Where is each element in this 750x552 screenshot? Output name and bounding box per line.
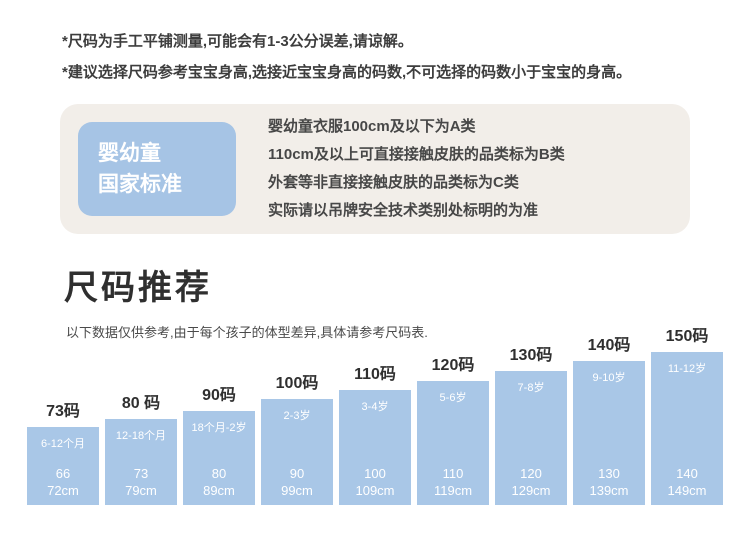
badge-line-1: 婴幼童: [98, 142, 161, 165]
standard-badge: 婴幼童 国家标准: [78, 122, 236, 216]
size-column-73: 73码 6-12个月 66 72cm: [27, 397, 99, 505]
height-min: 73: [133, 466, 149, 481]
page-subtitle: 以下数据仅供参考,由于每个孩子的体型差异,具体请参考尺码表.: [66, 325, 428, 340]
standard-line-d: 实际请以吊牌安全技术类别处标明的为准: [268, 202, 539, 219]
size-label: 120码: [431, 357, 475, 374]
height-range: 90 99cm: [281, 465, 313, 499]
size-bar: 2-3岁 90 99cm: [261, 399, 333, 505]
age-range: 11-12岁: [667, 363, 707, 375]
height-min: 110: [442, 466, 464, 481]
age-range: 5-6岁: [439, 392, 467, 404]
height-range: 73 79cm: [125, 465, 157, 499]
size-column-140: 140码 9-10岁 130 139cm: [573, 331, 645, 505]
height-range: 66 72cm: [47, 465, 79, 499]
size-label: 150码: [665, 328, 709, 345]
standard-line-c: 外套等非直接接触皮肤的品类标为C类: [268, 174, 519, 191]
age-range: 3-4岁: [361, 401, 389, 413]
height-max: 119cm: [433, 483, 473, 498]
height-min: 130: [598, 466, 620, 481]
height-max: 79cm: [125, 483, 157, 498]
size-bar: 6-12个月 66 72cm: [27, 427, 99, 505]
height-min: 120: [520, 466, 542, 481]
height-min: 90: [289, 466, 305, 481]
height-max: 109cm: [355, 483, 395, 498]
height-max: 139cm: [589, 483, 629, 498]
height-range: 110 119cm: [434, 465, 472, 499]
height-min: 100: [364, 466, 386, 481]
page-title: 尺码推荐: [64, 269, 212, 307]
size-label: 130码: [509, 347, 553, 364]
height-max: 72cm: [47, 483, 79, 498]
age-range: 2-3岁: [283, 410, 311, 422]
size-label: 73码: [46, 403, 80, 420]
age-range: 18个月-2岁: [191, 422, 247, 434]
size-label: 100码: [275, 375, 319, 392]
size-column-80: 80 码 12-18个月 73 79cm: [105, 389, 177, 505]
size-column-120: 120码 5-6岁 110 119cm: [417, 351, 489, 505]
size-label: 140码: [587, 337, 631, 354]
age-range: 6-12个月: [40, 438, 86, 450]
national-standard-box: 婴幼童 国家标准 婴幼童衣服100cm及以下为A类 110cm及以上可直接接触皮…: [60, 104, 690, 234]
standard-line-b: 110cm及以上可直接接触皮肤的品类标为B类: [268, 146, 565, 163]
size-bar: 11-12岁 140 149cm: [651, 352, 723, 505]
height-min: 66: [55, 466, 71, 481]
height-max: 89cm: [203, 483, 235, 498]
height-max: 99cm: [281, 483, 313, 498]
size-bar: 7-8岁 120 129cm: [495, 371, 567, 505]
size-column-130: 130码 7-8岁 120 129cm: [495, 341, 567, 505]
age-range: 7-8岁: [517, 382, 545, 394]
age-range: 12-18个月: [115, 430, 167, 442]
height-max: 149cm: [667, 483, 707, 498]
standard-description: 婴幼童衣服100cm及以下为A类 110cm及以上可直接接触皮肤的品类标为B类 …: [268, 113, 565, 225]
size-bar: 3-4岁 100 109cm: [339, 390, 411, 505]
size-label: 110码: [354, 366, 396, 383]
size-column-150: 150码 11-12岁 140 149cm: [651, 322, 723, 505]
size-column-110: 110码 3-4岁 100 109cm: [339, 360, 411, 505]
size-label: 80 码: [121, 395, 161, 412]
size-bar: 12-18个月 73 79cm: [105, 419, 177, 505]
size-column-100: 100码 2-3岁 90 99cm: [261, 369, 333, 505]
size-recommendation-chart: 73码 6-12个月 66 72cm 80 码 12-18个月 73 79cm …: [0, 322, 750, 505]
note-measure-tolerance: *尺码为手工平铺测量,可能会有1-3公分误差,请谅解。: [62, 33, 413, 50]
height-max: 129cm: [511, 483, 551, 498]
measurement-notes: *尺码为手工平铺测量,可能会有1-3公分误差,请谅解。 *建议选择尺码参考宝宝身…: [0, 0, 750, 88]
size-column-90: 90码 18个月-2岁 80 89cm: [183, 381, 255, 505]
size-label: 90码: [202, 387, 236, 404]
height-min: 80: [211, 466, 227, 481]
size-bar: 18个月-2岁 80 89cm: [183, 411, 255, 505]
age-range: 9-10岁: [592, 372, 626, 384]
height-range: 120 129cm: [511, 465, 550, 499]
note-size-advice: *建议选择尺码参考宝宝身高,选接近宝宝身高的码数,不可选择的码数小于宝宝的身高。: [62, 64, 632, 81]
badge-line-2: 国家标准: [98, 173, 182, 196]
height-range: 100 109cm: [355, 465, 394, 499]
size-bar: 9-10岁 130 139cm: [573, 361, 645, 505]
height-range: 140 149cm: [667, 465, 706, 499]
height-range: 80 89cm: [203, 465, 235, 499]
height-range: 130 139cm: [589, 465, 628, 499]
size-bar: 5-6岁 110 119cm: [417, 381, 489, 505]
height-min: 140: [676, 466, 698, 481]
standard-line-a: 婴幼童衣服100cm及以下为A类: [268, 118, 476, 135]
